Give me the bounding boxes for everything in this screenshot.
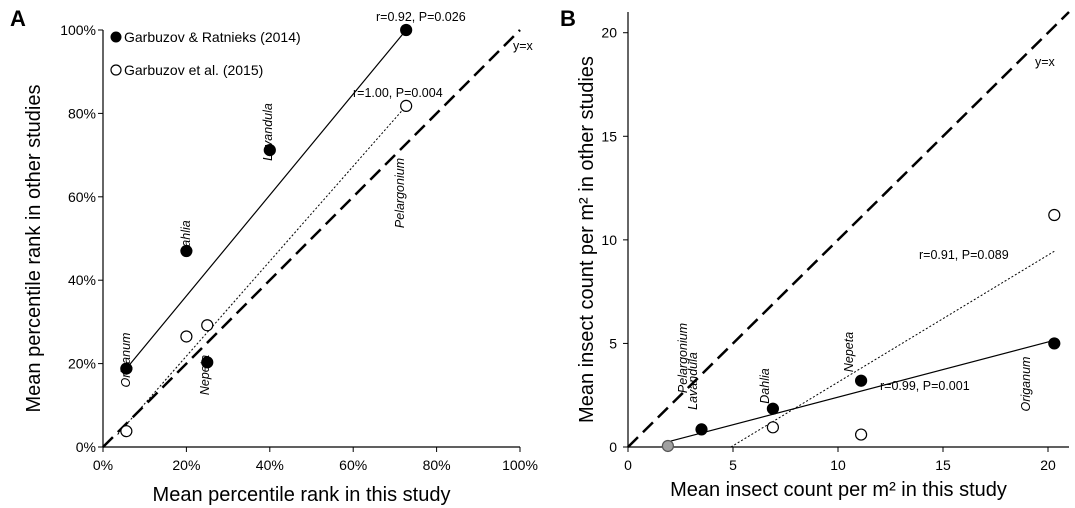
data-point-2014 <box>263 143 276 157</box>
data-point-2014 <box>400 23 413 37</box>
x-axis-title: Mean percentile rank in this study <box>153 484 451 506</box>
legend-marker-2015 <box>110 64 122 76</box>
plant-label: Nepeta <box>198 355 212 395</box>
y-tick-label: 40% <box>68 272 96 288</box>
x-tick-label: 5 <box>729 457 737 473</box>
x-tick-label: 80% <box>423 457 451 473</box>
y-tick-label: 5 <box>609 335 617 351</box>
panel-a: A 0% 20% 40% 60% 80% 100% 0% 20% 40% 60% 80% 100% Mea… <box>10 6 538 506</box>
y-tick-label: 10 <box>601 232 617 248</box>
data-point-2014 <box>120 362 133 375</box>
data-point-2014 <box>854 374 868 387</box>
x-tick-label: 20% <box>172 457 200 473</box>
data-point-2015 <box>120 425 133 438</box>
fit-line-2015 <box>117 105 407 435</box>
x-axis-title: Mean insect count per m² in this study <box>670 479 1007 501</box>
data-point-2014 <box>180 244 193 258</box>
fit-annotation-2014: r=0.99, P=0.001 <box>880 379 970 393</box>
plant-label: Dahlia <box>179 220 193 255</box>
reference-line-label: y=x <box>1035 55 1056 69</box>
panel-label: B <box>560 6 576 31</box>
x-tick-label: 10 <box>830 457 846 473</box>
reference-line <box>627 11 1070 448</box>
fit-line-2014 <box>125 29 407 369</box>
data-point-2015 <box>180 330 193 343</box>
x-tick-label: 100% <box>502 457 538 473</box>
plant-label: Origanum <box>119 333 133 388</box>
plant-label: Pelargonium <box>676 323 690 393</box>
fit-line-2015 <box>730 250 1055 448</box>
y-tick-label: 0% <box>76 439 96 455</box>
x-tick-label: 0 <box>624 457 632 473</box>
plant-label: Lavandula <box>686 352 700 410</box>
plant-label: Lavandula <box>261 103 275 161</box>
y-axis-title: Mean percentile rank in other studies <box>23 85 45 413</box>
fit-line-2014 <box>667 339 1055 443</box>
fit-annotation-2015: r=0.91, P=0.089 <box>919 248 1009 262</box>
plant-label: Origanum <box>1019 357 1033 412</box>
plant-label: Pelargonium <box>393 158 407 228</box>
legend-label-2015: Garbuzov et al. (2015) <box>124 62 263 78</box>
panel-label: A <box>10 6 26 31</box>
x-tick-label: 60% <box>339 457 367 473</box>
y-tick-label: 0 <box>609 439 617 455</box>
x-tick-label: 0% <box>93 457 113 473</box>
reference-line <box>102 29 521 448</box>
y-tick-label: 60% <box>68 189 96 205</box>
data-point-2014 <box>1048 337 1061 350</box>
data-point-2014 <box>201 356 214 369</box>
reference-line-label: y=x <box>513 39 534 53</box>
data-point-2015 <box>201 319 214 332</box>
data-point-2015 <box>400 99 413 112</box>
data-point-2015 <box>766 421 780 434</box>
fit-annotation-2015: r=1.00, P=0.004 <box>353 86 443 100</box>
y-tick-label: 20% <box>68 356 96 372</box>
y-axis-title: Mean insect count per m² in other studie… <box>576 56 598 423</box>
data-point-2014 <box>766 402 780 415</box>
y-tick-label: 15 <box>601 128 617 144</box>
data-point-2014 <box>695 423 708 436</box>
legend-label-2014: Garbuzov & Ratnieks (2014) <box>124 29 301 45</box>
legend-marker-2014 <box>110 31 122 43</box>
data-point-2015 <box>854 428 868 441</box>
plant-label: Nepeta <box>842 332 856 372</box>
data-point-2015 <box>1048 208 1061 222</box>
fit-annotation-2014: r=0.92, P=0.026 <box>376 10 466 24</box>
data-point-shared <box>661 439 675 453</box>
plant-label: Dahlia <box>758 368 772 403</box>
x-tick-label: 20 <box>1040 457 1056 473</box>
x-tick-label: 40% <box>256 457 284 473</box>
y-tick-label: 80% <box>68 105 96 121</box>
y-tick-label: 100% <box>60 22 96 38</box>
x-tick-label: 15 <box>935 457 951 473</box>
y-tick-label: 20 <box>601 25 617 41</box>
